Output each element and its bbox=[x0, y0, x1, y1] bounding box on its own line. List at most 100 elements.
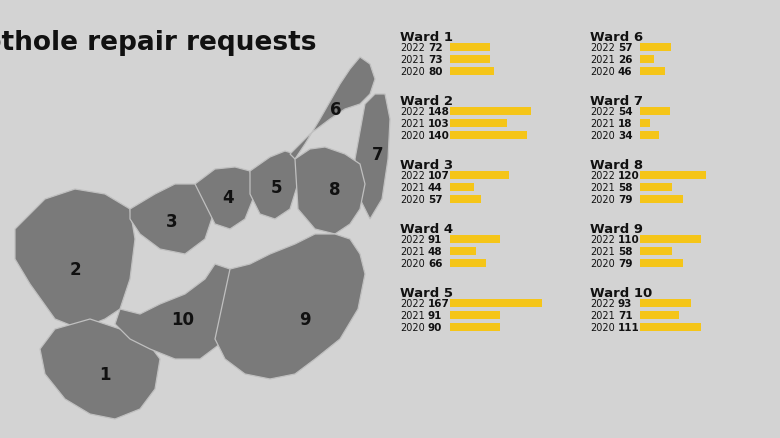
Bar bbox=[640, 323, 701, 331]
Text: Ward 10: Ward 10 bbox=[590, 286, 652, 299]
Text: 44: 44 bbox=[428, 183, 443, 193]
Text: 103: 103 bbox=[428, 119, 450, 129]
Bar bbox=[640, 311, 679, 319]
Polygon shape bbox=[40, 319, 160, 419]
Bar bbox=[450, 184, 474, 191]
Bar bbox=[640, 247, 672, 255]
Bar bbox=[640, 184, 672, 191]
Text: 4: 4 bbox=[222, 189, 234, 207]
Text: 2021: 2021 bbox=[400, 55, 425, 65]
Bar bbox=[450, 108, 531, 116]
Bar bbox=[450, 172, 509, 180]
Text: 2021: 2021 bbox=[400, 119, 425, 129]
Text: 2021: 2021 bbox=[590, 183, 615, 193]
Text: 2020: 2020 bbox=[590, 131, 615, 141]
Text: 90: 90 bbox=[428, 322, 442, 332]
Bar bbox=[450, 311, 500, 319]
Bar bbox=[640, 120, 650, 128]
Text: 2021: 2021 bbox=[400, 310, 425, 320]
Bar bbox=[640, 299, 691, 307]
Text: 57: 57 bbox=[618, 43, 633, 53]
Bar bbox=[640, 108, 670, 116]
Text: 2020: 2020 bbox=[400, 194, 425, 205]
Bar bbox=[450, 259, 486, 267]
Bar bbox=[450, 44, 490, 52]
Bar bbox=[450, 236, 500, 244]
Polygon shape bbox=[295, 148, 365, 234]
Text: 1: 1 bbox=[99, 365, 111, 383]
Text: 111: 111 bbox=[618, 322, 640, 332]
Text: 34: 34 bbox=[618, 131, 633, 141]
Text: 10: 10 bbox=[172, 310, 194, 328]
Text: 54: 54 bbox=[618, 107, 633, 117]
Polygon shape bbox=[195, 168, 255, 230]
Text: Ward 3: Ward 3 bbox=[400, 159, 453, 172]
Bar bbox=[640, 236, 700, 244]
Text: 5: 5 bbox=[270, 179, 282, 197]
Text: 2022: 2022 bbox=[590, 107, 615, 117]
Text: 26: 26 bbox=[618, 55, 633, 65]
Text: 46: 46 bbox=[618, 67, 633, 77]
Polygon shape bbox=[215, 234, 365, 379]
Text: Ward 2: Ward 2 bbox=[400, 95, 453, 108]
Bar bbox=[640, 132, 658, 140]
Text: 2020: 2020 bbox=[590, 67, 615, 77]
Text: 2020: 2020 bbox=[590, 258, 615, 268]
Text: 93: 93 bbox=[618, 298, 633, 308]
Text: 110: 110 bbox=[618, 234, 640, 244]
Text: 2021: 2021 bbox=[400, 183, 425, 193]
Text: Ward 7: Ward 7 bbox=[590, 95, 643, 108]
Text: 18: 18 bbox=[618, 119, 633, 129]
Text: 2020: 2020 bbox=[400, 67, 425, 77]
Text: 91: 91 bbox=[428, 310, 442, 320]
Text: 148: 148 bbox=[428, 107, 450, 117]
Bar bbox=[450, 132, 527, 140]
Bar bbox=[450, 120, 507, 128]
Text: Ward 4: Ward 4 bbox=[400, 223, 453, 236]
Text: 58: 58 bbox=[618, 247, 633, 256]
Text: 2021: 2021 bbox=[590, 310, 615, 320]
Text: 2022: 2022 bbox=[400, 234, 425, 244]
Text: 73: 73 bbox=[428, 55, 442, 65]
Bar bbox=[450, 299, 542, 307]
Text: Ward 9: Ward 9 bbox=[590, 223, 643, 236]
Polygon shape bbox=[130, 184, 215, 254]
Text: Ward 1: Ward 1 bbox=[400, 31, 453, 44]
Bar bbox=[450, 56, 490, 64]
Text: 48: 48 bbox=[428, 247, 442, 256]
Bar bbox=[450, 323, 499, 331]
Text: 91: 91 bbox=[428, 234, 442, 244]
Text: 2020: 2020 bbox=[400, 131, 425, 141]
Text: Ward 6: Ward 6 bbox=[590, 31, 643, 44]
Bar bbox=[640, 68, 665, 76]
Text: 2022: 2022 bbox=[590, 298, 615, 308]
Text: 2022: 2022 bbox=[400, 298, 425, 308]
Bar bbox=[640, 172, 706, 180]
Text: 120: 120 bbox=[618, 171, 640, 180]
Text: 140: 140 bbox=[428, 131, 450, 141]
Text: 167: 167 bbox=[428, 298, 450, 308]
Text: 2022: 2022 bbox=[590, 171, 615, 180]
Text: Ward 5: Ward 5 bbox=[400, 286, 453, 299]
Text: 2021: 2021 bbox=[590, 119, 615, 129]
Bar bbox=[450, 195, 481, 204]
Bar bbox=[640, 56, 654, 64]
Text: 7: 7 bbox=[372, 146, 384, 164]
Text: 2022: 2022 bbox=[590, 43, 615, 53]
Text: 2022: 2022 bbox=[400, 171, 425, 180]
Bar bbox=[450, 68, 494, 76]
Text: 2022: 2022 bbox=[400, 107, 425, 117]
Text: 2: 2 bbox=[69, 261, 81, 279]
Bar bbox=[640, 44, 672, 52]
Text: 79: 79 bbox=[618, 258, 633, 268]
Text: 6: 6 bbox=[330, 101, 342, 119]
Bar bbox=[640, 195, 683, 204]
Polygon shape bbox=[250, 152, 300, 219]
Text: 9: 9 bbox=[300, 310, 310, 328]
Polygon shape bbox=[115, 265, 240, 359]
Text: 72: 72 bbox=[428, 43, 442, 53]
Text: 107: 107 bbox=[428, 171, 450, 180]
Text: 2020: 2020 bbox=[590, 322, 615, 332]
Text: 2021: 2021 bbox=[400, 247, 425, 256]
Polygon shape bbox=[290, 58, 375, 159]
